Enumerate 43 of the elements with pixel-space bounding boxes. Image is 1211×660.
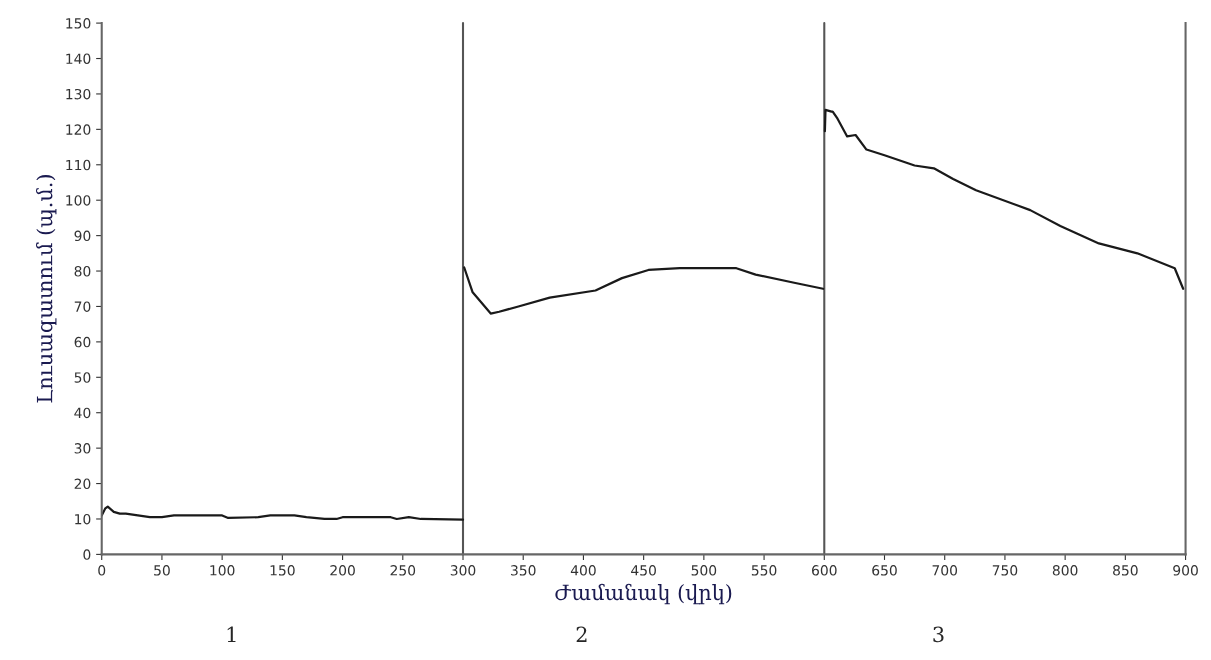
y-tick-label: 40: [74, 407, 91, 419]
line-series: [463, 266, 825, 315]
x-tick-label: 0: [98, 565, 106, 576]
x-tick-label: 300: [450, 565, 476, 576]
x-tick-label: 800: [1052, 565, 1078, 576]
x-tick-label: 500: [691, 565, 717, 576]
text: 3: [933, 626, 944, 643]
y-tick-label: 100: [66, 195, 91, 206]
y-tick-label: 90: [74, 230, 91, 242]
y-tick-label: 80: [74, 266, 91, 277]
y-tick-label: 50: [74, 372, 91, 383]
x-tick-label: 700: [932, 565, 958, 576]
y-axis-title: Լուսազատում (պ.մ.): [36, 175, 57, 403]
x-tick-label: 100: [210, 565, 235, 576]
text: 2: [576, 626, 587, 642]
y-tick-label: 0: [83, 549, 91, 560]
x-tick-label: 900: [1173, 565, 1198, 576]
x-tick-label: 400: [570, 565, 596, 576]
y-tick-label: 10: [75, 513, 91, 525]
x-tick-label: 650: [872, 565, 897, 576]
y-tick-label: 110: [66, 159, 91, 171]
y-tick-label: 130: [66, 88, 91, 100]
x-axis-title: Ժամանակ (վրկ): [555, 583, 732, 605]
y-tick-label: 70: [74, 301, 91, 312]
x-tick-label: 50: [154, 565, 170, 576]
text: 1: [227, 626, 236, 642]
x-tick-label: 450: [631, 565, 656, 576]
x-tick-label: 200: [330, 565, 355, 576]
x-tick-label: 250: [390, 565, 416, 576]
y-tick-label: 20: [74, 478, 91, 490]
x-tick-label: 150: [270, 565, 295, 576]
x-tick-label: 750: [992, 565, 1018, 576]
line-series: [101, 505, 465, 521]
line-series: [823, 108, 1185, 290]
y-tick-label: 60: [74, 336, 91, 348]
y-tick-label: 150: [66, 18, 91, 29]
y-tick-label: 30: [74, 443, 91, 454]
x-tick-label: 850: [1113, 565, 1138, 576]
x-tick-label: 350: [511, 565, 536, 576]
x-tick-label: 600: [812, 565, 837, 576]
y-tick-label: 140: [66, 53, 91, 64]
x-tick-label: 550: [751, 565, 777, 576]
y-tick-label: 120: [66, 124, 91, 135]
